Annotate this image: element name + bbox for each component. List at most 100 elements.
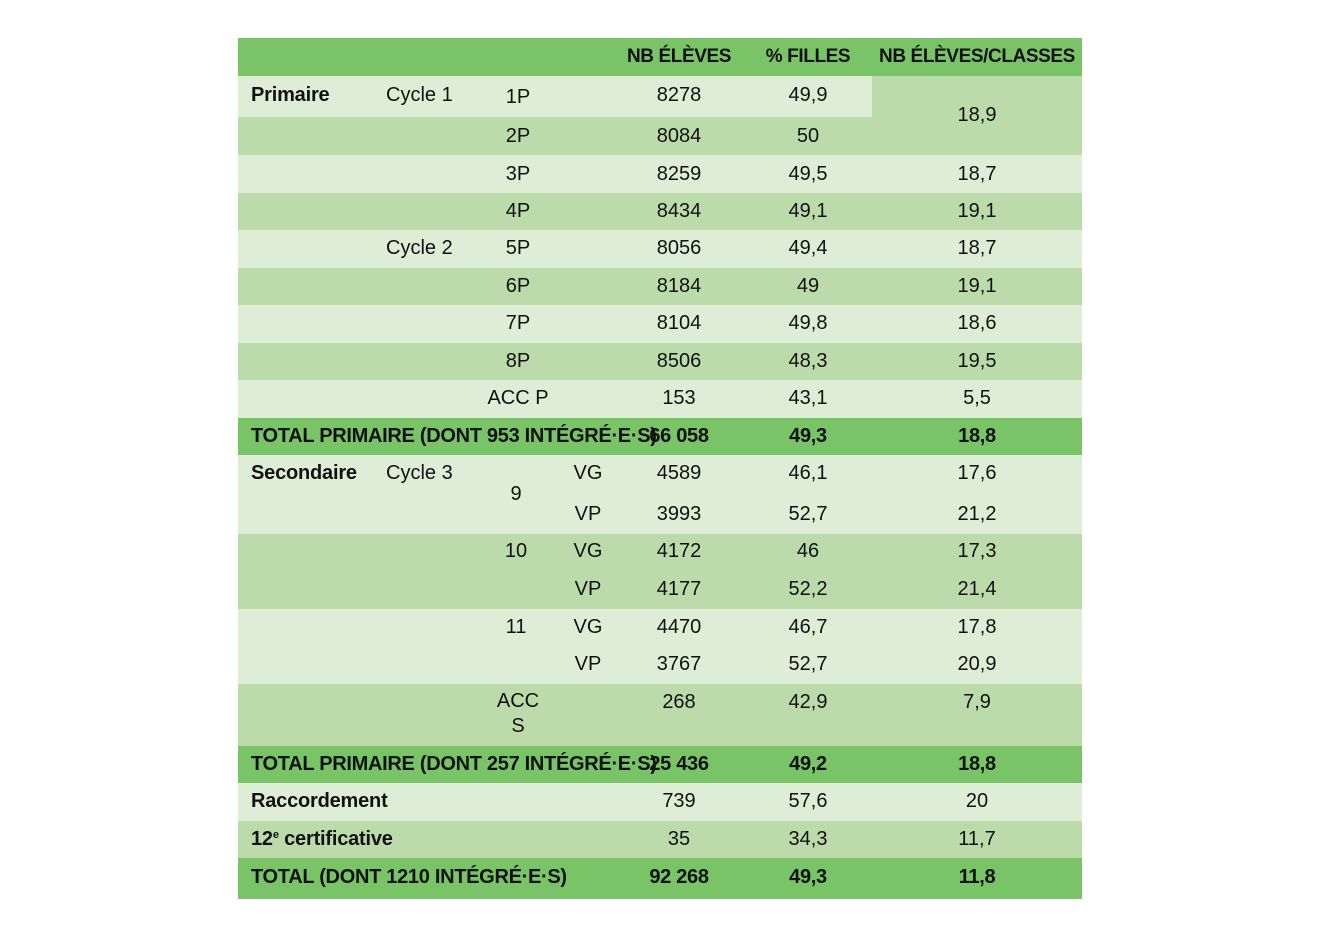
ratio-cell: 20,9: [957, 653, 997, 675]
total-ratio: 11,8: [958, 866, 996, 888]
filles-cell: 49: [796, 275, 820, 297]
ratio-cell: 17,8: [957, 616, 997, 638]
ratio-cell: 18,7: [957, 237, 997, 259]
table-row: Raccordement 739 57,6 20: [238, 783, 1082, 821]
filles-cell: 49,4: [788, 237, 828, 259]
track-cell: VP: [574, 653, 602, 675]
grade-cell: 8P: [505, 350, 531, 372]
grade-cell: 11: [505, 616, 527, 638]
nb-cell: 4177: [656, 578, 702, 600]
cycle-1: Cycle 1: [386, 84, 453, 106]
table-header: NB ÉLÈVES % FILLES NB ÉLÈVES/CLASSES: [238, 38, 1082, 76]
track-cell: VG: [573, 462, 603, 484]
track-cell: VG: [573, 540, 603, 562]
header-nb-eleves: NB ÉLÈVES: [626, 46, 732, 67]
filles-cell: 52,7: [788, 653, 828, 675]
ratio-cell: 20: [965, 790, 989, 812]
nb-cell: 268: [662, 691, 696, 713]
nb-cell: 4172: [656, 540, 702, 562]
filles-cell: 46,7: [788, 616, 828, 638]
ratio-cell: 5,5: [963, 387, 991, 409]
total-row-secondaire: TOTAL PRIMAIRE (DONT 257 INTÉGRÉ·E·S) 25…: [238, 746, 1082, 783]
ratio-cell: 18,9: [957, 104, 997, 126]
filles-cell: 43,1: [788, 387, 828, 409]
grade-cell: 10: [504, 540, 528, 562]
table-row: Secondaire Cycle 3 9 VG 4589 46,1 17,6 V…: [238, 455, 1082, 534]
filles-cell: 34,3: [788, 828, 828, 850]
ratio-cell: 21,2: [957, 503, 997, 525]
table-row: 7P 8104 49,8 18,6: [238, 305, 1082, 343]
nb-cell: 8056: [656, 237, 702, 259]
ratio-cell: 19,1: [957, 200, 997, 222]
total-ratio: 18,8: [958, 425, 996, 447]
ratio-cell: 18,6: [957, 312, 997, 334]
nb-cell: 8278: [656, 84, 702, 106]
grade-cell: 1P: [505, 86, 531, 108]
track-cell: VG: [573, 616, 603, 638]
ratio-merged-cell: [872, 76, 1082, 155]
filles-cell: 52,2: [788, 578, 828, 600]
filles-cell: 57,6: [788, 790, 828, 812]
filles-cell: 50: [796, 125, 820, 147]
nb-cell: 3767: [656, 653, 702, 675]
grade-cell: ACC S: [496, 690, 540, 737]
ratio-cell: 21,4: [957, 578, 997, 600]
filles-cell: 49,8: [788, 312, 828, 334]
table-row: 6P 8184 49 19,1: [238, 268, 1082, 305]
total-label: TOTAL PRIMAIRE (DONT 953 INTÉGRÉ·E·S): [251, 425, 657, 447]
header-pct-filles: % FILLES: [765, 46, 851, 67]
grade-cell: 6P: [505, 275, 531, 297]
total-label: TOTAL (DONT 1210 INTÉGRÉ·E·S): [251, 866, 567, 888]
ratio-cell: 18,7: [957, 163, 997, 185]
table-row: [238, 117, 872, 155]
ratio-cell: 17,6: [957, 462, 997, 484]
filles-cell: 48,3: [788, 350, 828, 372]
table-row: ACC P 153 43,1 5,5: [238, 380, 1082, 418]
cycle-2: Cycle 2: [386, 237, 453, 259]
ratio-cell: 19,5: [957, 350, 997, 372]
total-row-primaire: TOTAL PRIMAIRE (DONT 953 INTÉGRÉ·E·S) 66…: [238, 418, 1082, 455]
table-row: 4P 8434 49,1 19,1: [238, 193, 1082, 230]
total-filles: 49,2: [789, 753, 827, 775]
ratio-cell: 17,3: [957, 540, 997, 562]
filles-cell: 46: [796, 540, 820, 562]
nb-cell: 739: [662, 790, 696, 812]
grade-cell: 7P: [505, 312, 531, 334]
track-cell: VP: [574, 578, 602, 600]
grand-total-row: TOTAL (DONT 1210 INTÉGRÉ·E·S) 92 268 49,…: [238, 858, 1082, 899]
grade-cell: 4P: [505, 200, 531, 222]
nb-cell: 8184: [656, 275, 702, 297]
grade-cell: 5P: [505, 237, 531, 259]
filles-cell: 49,9: [788, 84, 828, 106]
total-nb: 92 268: [649, 866, 709, 888]
nb-cell: 4589: [656, 462, 702, 484]
table-row: ACC S 268 42,9 7,9: [238, 684, 1082, 746]
grade-cell: 9: [510, 483, 522, 505]
grade-cell: 3P: [505, 163, 531, 185]
total-ratio: 18,8: [958, 753, 996, 775]
table-row: 8P 8506 48,3 19,5: [238, 343, 1082, 380]
level-primaire: Primaire: [251, 84, 330, 106]
table-row: 12e certificative 35 34,3 11,7: [238, 821, 1082, 858]
filles-cell: 49,5: [788, 163, 828, 185]
nb-cell: 8259: [656, 163, 702, 185]
level-secondaire: Secondaire: [251, 462, 357, 484]
grade-cell: ACC P: [487, 387, 549, 409]
ratio-cell: 19,1: [957, 275, 997, 297]
track-cell: VP: [574, 503, 602, 525]
total-nb: 66 058: [649, 425, 709, 447]
nb-cell: 8506: [656, 350, 702, 372]
raccordement-label: Raccordement: [251, 790, 388, 812]
nb-cell: 4470: [656, 616, 702, 638]
nb-cell: 3993: [656, 503, 702, 525]
grade-cell: 2P: [505, 125, 531, 147]
ratio-cell: 7,9: [963, 691, 991, 713]
nb-cell: 8104: [656, 312, 702, 334]
nb-cell: 35: [667, 828, 691, 850]
table-row: 10 VG 4172 46 17,3 VP 4177 52,2 21,4: [238, 534, 1082, 609]
nb-cell: 8434: [656, 200, 702, 222]
table-row: 11 VG 4470 46,7 17,8 VP 3767 52,7 20,9: [238, 609, 1082, 684]
certificative-label: 12e certificative: [251, 828, 393, 850]
nb-cell: 8084: [656, 125, 702, 147]
filles-cell: 46,1: [788, 462, 828, 484]
